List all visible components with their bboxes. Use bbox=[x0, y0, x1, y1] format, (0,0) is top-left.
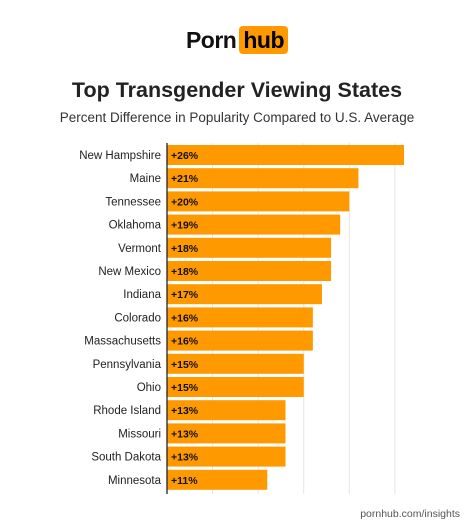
data-label: +13% bbox=[171, 405, 199, 417]
category-label: Oklahoma bbox=[109, 220, 162, 232]
bar bbox=[167, 446, 286, 467]
category-label: Missouri bbox=[118, 428, 161, 440]
category-label: Ohio bbox=[137, 382, 161, 394]
category-label: Pennsylvania bbox=[93, 359, 162, 371]
category-label: Vermont bbox=[118, 243, 162, 255]
category-label: South Dakota bbox=[91, 452, 161, 464]
bar bbox=[167, 191, 350, 212]
source-footer: pornhub.com/insights bbox=[360, 508, 460, 520]
bar bbox=[167, 284, 322, 305]
chart-subtitle: Percent Difference in Popularity Compare… bbox=[59, 110, 415, 125]
bar bbox=[167, 261, 332, 281]
category-label: Colorado bbox=[114, 312, 161, 324]
data-label: +13% bbox=[171, 452, 199, 464]
bar bbox=[167, 330, 313, 351]
data-label: +26% bbox=[171, 150, 199, 162]
category-label: Minnesota bbox=[108, 475, 162, 487]
logo-text-hub: hub bbox=[239, 26, 289, 54]
data-label: +18% bbox=[171, 243, 199, 255]
data-label: +11% bbox=[171, 475, 198, 487]
bar bbox=[167, 469, 268, 490]
bar bbox=[167, 145, 404, 165]
data-label: +15% bbox=[171, 382, 199, 394]
bar bbox=[167, 423, 286, 444]
logo-text-porn: Porn bbox=[185, 26, 237, 53]
category-label: New Hampshire bbox=[79, 150, 161, 162]
category-label: Massachusetts bbox=[84, 336, 161, 348]
data-label: +20% bbox=[171, 196, 199, 208]
bar bbox=[167, 377, 304, 397]
bar bbox=[167, 214, 341, 235]
data-label: +15% bbox=[171, 359, 199, 371]
data-label: +21% bbox=[171, 173, 199, 185]
data-label: +19% bbox=[171, 220, 199, 232]
category-label: New Mexico bbox=[98, 266, 161, 278]
category-label: Indiana bbox=[123, 289, 161, 301]
bar bbox=[167, 400, 286, 421]
data-label: +18% bbox=[171, 266, 199, 278]
bar bbox=[167, 237, 332, 258]
category-label: Rhode Island bbox=[93, 405, 161, 417]
chart-title: Top Transgender Viewing States bbox=[71, 78, 403, 102]
category-label: Maine bbox=[130, 173, 161, 185]
data-label: +13% bbox=[171, 428, 199, 440]
data-label: +17% bbox=[171, 289, 199, 301]
category-label: Tennessee bbox=[105, 196, 161, 208]
data-label: +16% bbox=[171, 336, 199, 348]
pornhub-logo: Porn hub bbox=[0, 26, 474, 54]
data-label: +16% bbox=[171, 312, 199, 324]
bar bbox=[167, 353, 304, 374]
bar bbox=[167, 168, 359, 189]
bar bbox=[167, 307, 313, 328]
